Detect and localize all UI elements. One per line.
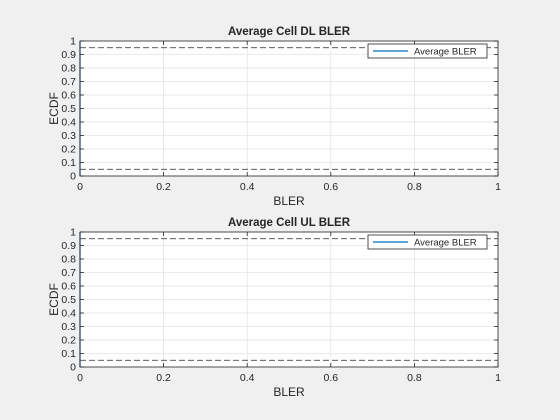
y-tick-label: 0.1	[61, 157, 76, 169]
x-tick-label: 0.6	[323, 372, 338, 384]
legend-label: Average BLER	[414, 238, 477, 249]
legend: Average BLER	[367, 234, 488, 250]
y-tick-label: 0.6	[61, 90, 76, 102]
x-tick-label: 0	[77, 372, 83, 384]
y-tick-label: 0.9	[61, 240, 76, 252]
y-tick-label: 0.6	[61, 281, 76, 293]
y-tick-label: 0	[70, 171, 76, 183]
axes-2: 0 0.2 0.4 0.6 0.8 100.10.20.30.40.50.60.70.80…	[47, 217, 501, 399]
y-tick-label: 0.5	[61, 294, 76, 306]
x-tick-label: 0	[77, 181, 83, 193]
x-tick-label: 1	[495, 372, 501, 384]
y-tick-label: 1	[70, 36, 76, 48]
y-tick-label: 0.7	[61, 267, 76, 279]
y-tick-label: 0.8	[61, 63, 76, 75]
y-tick-label: 0.3	[61, 321, 76, 333]
x-tick-label: 0.8	[407, 372, 422, 384]
x-axis-label: BLER	[273, 194, 305, 208]
y-tick-label: 0.2	[61, 144, 76, 156]
legend-box	[367, 43, 488, 59]
y-tick-label: 0.7	[61, 76, 76, 88]
legend: Average BLER	[367, 43, 488, 59]
x-axis-label: BLER	[273, 385, 305, 399]
chart-title: Average Cell UL BLER	[228, 217, 351, 229]
y-tick-label: 0.3	[61, 130, 76, 142]
x-tick-label: 0.4	[240, 372, 255, 384]
y-tick-label: 0.9	[61, 49, 76, 61]
y-tick-label: 0.5	[61, 103, 76, 115]
x-tick-label: 0.4	[240, 181, 255, 193]
x-tick-label: 0.8	[407, 181, 422, 193]
x-tick-label: 1	[495, 181, 501, 193]
y-tick-label: 0.1	[61, 348, 76, 360]
x-tick-label: 0.2	[156, 181, 171, 193]
y-tick-label: 0	[70, 362, 76, 374]
y-axis-label: ECDF	[47, 283, 61, 316]
y-tick-label: 0.8	[61, 254, 76, 266]
y-tick-label: 0.2	[61, 335, 76, 347]
x-tick-label: 0.2	[156, 372, 171, 384]
x-tick-label: 0.6	[323, 181, 338, 193]
legend-box	[367, 234, 488, 250]
legend-label: Average BLER	[414, 47, 477, 58]
chart-title: Average Cell DL BLER	[228, 26, 351, 38]
y-tick-label: 0.4	[61, 117, 76, 129]
axes-1: 0 0.2 0.4 0.6 0.8 100.10.20.30.40.50.60.70.80…	[47, 26, 501, 208]
y-tick-label: 0.4	[61, 308, 76, 320]
y-tick-label: 1	[70, 227, 76, 239]
y-axis-label: ECDF	[47, 92, 61, 125]
